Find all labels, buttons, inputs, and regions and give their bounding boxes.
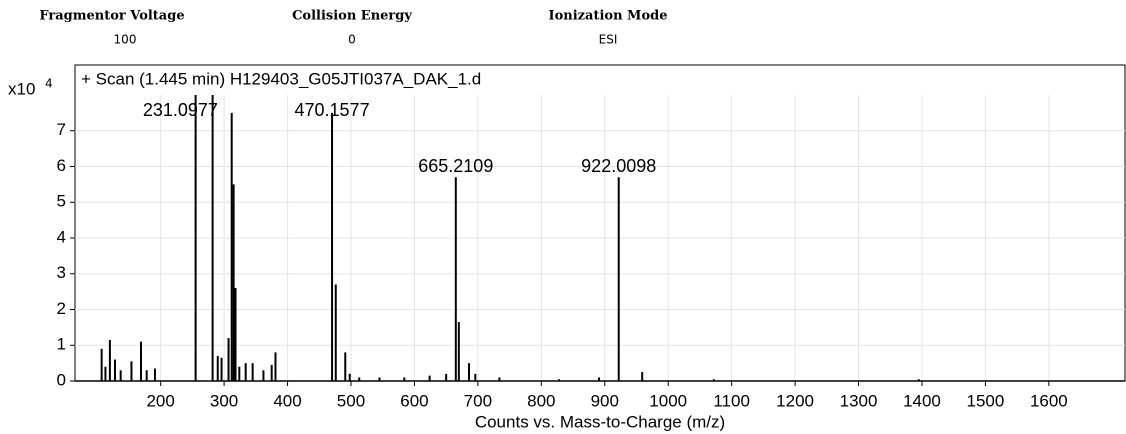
y-multiplier-exponent: 4 [45, 77, 53, 91]
x-tick-label: 1600 [1030, 391, 1068, 410]
y-tick-label: 5 [57, 192, 66, 211]
peak-label: 665.2109 [418, 156, 493, 176]
x-tick-label: 1400 [903, 391, 941, 410]
y-tick-label: 6 [57, 156, 66, 175]
peak-label: 470.1577 [295, 100, 370, 120]
x-axis-label: Counts vs. Mass-to-Charge (m/z) [475, 412, 725, 431]
x-tick-label: 700 [464, 391, 492, 410]
x-tick-label: 600 [400, 391, 428, 410]
param-value: ESI [599, 33, 618, 47]
x-tick-label: 1300 [840, 391, 878, 410]
x-tick-label: 500 [337, 391, 365, 410]
x-tick-label: 800 [527, 391, 555, 410]
x-tick-label: 1000 [649, 391, 687, 410]
x-tick-label: 1500 [967, 391, 1005, 410]
x-tick-label: 200 [146, 391, 174, 410]
param-label: Collision Energy [292, 9, 412, 24]
peak-label: 231.0977 [143, 100, 218, 120]
y-tick-label: 0 [57, 370, 66, 389]
param-label: Fragmentor Voltage [39, 9, 184, 24]
peak-label: 922.0098 [581, 156, 656, 176]
y-tick-label: 4 [57, 227, 66, 246]
y-tick-label: 7 [57, 120, 66, 139]
x-tick-label: 1100 [713, 391, 750, 410]
y-tick-label: 2 [57, 299, 66, 318]
param-value: 0 [348, 33, 356, 47]
x-tick-label: 400 [273, 391, 301, 410]
chart-title: + Scan (1.445 min) H129403_G05JTI037A_DA… [81, 69, 481, 88]
x-tick-label: 900 [591, 391, 619, 410]
x-tick-label: 1200 [776, 391, 814, 410]
param-label: Ionization Mode [549, 9, 668, 24]
y-tick-label: 3 [57, 263, 66, 282]
y-tick-label: 1 [57, 335, 66, 354]
x-tick-label: 300 [210, 391, 238, 410]
param-value: 100 [114, 33, 137, 47]
y-multiplier: x10 [8, 79, 35, 98]
